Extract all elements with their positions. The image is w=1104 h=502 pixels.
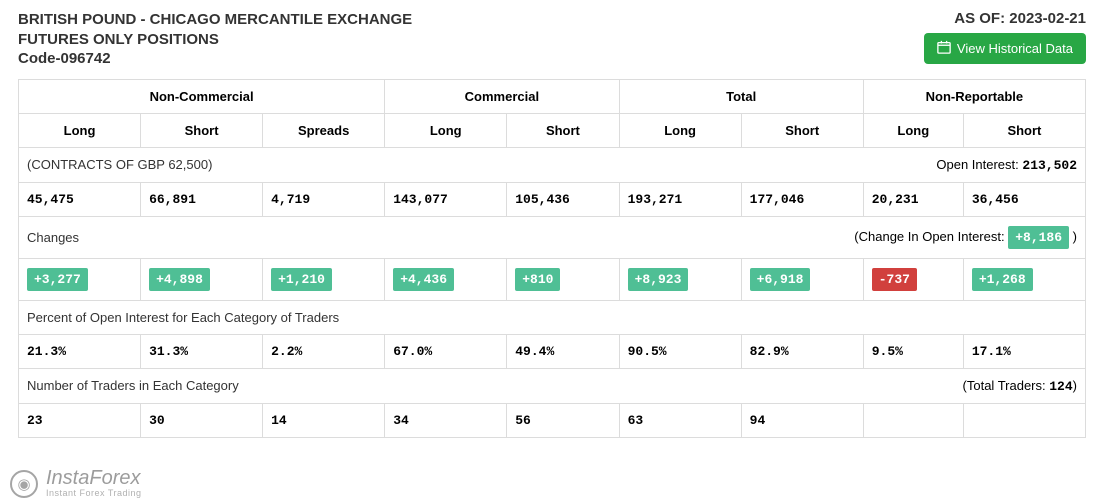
group-non-commercial: Non-Commercial	[19, 79, 385, 113]
abs-nr-short: 36,456	[963, 182, 1085, 216]
view-historical-button[interactable]: View Historical Data	[924, 33, 1086, 64]
pct-row: 21.3% 31.3% 2.2% 67.0% 49.4% 90.5% 82.9%…	[19, 334, 1086, 368]
col-c-long: Long	[385, 113, 507, 147]
abs-t-short: 177,046	[741, 182, 863, 216]
chg-c-long: +4,436	[393, 268, 454, 291]
open-interest: Open Interest: 213,502	[936, 157, 1077, 173]
trd-nr-short	[963, 403, 1085, 437]
title-line-1: BRITISH POUND - CHICAGO MERCANTILE EXCHA…	[18, 10, 412, 30]
group-total: Total	[619, 79, 863, 113]
abs-nr-long: 20,231	[863, 182, 963, 216]
globe-icon: ◉	[10, 470, 38, 498]
changes-label-row: Changes (Change In Open Interest: +8,186…	[19, 216, 1086, 258]
pct-label-row: Percent of Open Interest for Each Catego…	[19, 300, 1086, 334]
col-nc-long: Long	[19, 113, 141, 147]
change-oi-close: )	[1073, 229, 1077, 244]
watermark-tagline: Instant Forex Trading	[46, 488, 142, 498]
col-t-long: Long	[619, 113, 741, 147]
chg-nr-long: -737	[872, 268, 917, 291]
change-oi-value: +8,186	[1008, 226, 1069, 249]
trd-c-short: 56	[507, 403, 619, 437]
header: BRITISH POUND - CHICAGO MERCANTILE EXCHA…	[0, 0, 1104, 75]
open-interest-label: Open Interest:	[936, 157, 1018, 172]
col-nc-spreads: Spreads	[263, 113, 385, 147]
group-non-reportable: Non-Reportable	[863, 79, 1085, 113]
traders-label-row: Number of Traders in Each Category (Tota…	[19, 368, 1086, 403]
open-interest-value: 213,502	[1022, 158, 1077, 173]
trd-nr-long	[863, 403, 963, 437]
col-nr-short: Short	[963, 113, 1085, 147]
changes-row: +3,277 +4,898 +1,210 +4,436 +810 +8,923 …	[19, 258, 1086, 300]
trd-c-long: 34	[385, 403, 507, 437]
pct-nc-short: 31.3%	[141, 334, 263, 368]
as-of-label: AS OF:	[954, 10, 1005, 27]
chg-nc-long: +3,277	[27, 268, 88, 291]
trd-nc-long: 23	[19, 403, 141, 437]
group-commercial: Commercial	[385, 79, 619, 113]
positions-table: Non-Commercial Commercial Total Non-Repo…	[18, 79, 1086, 438]
chg-t-long: +8,923	[628, 268, 689, 291]
as-of: AS OF: 2023-02-21	[924, 10, 1086, 27]
code-label: Code-096742	[18, 49, 412, 69]
trd-nc-short: 30	[141, 403, 263, 437]
pct-nc-spreads: 2.2%	[263, 334, 385, 368]
pct-nr-long: 9.5%	[863, 334, 963, 368]
chg-nr-short: +1,268	[972, 268, 1033, 291]
pct-label: Percent of Open Interest for Each Catego…	[27, 310, 339, 325]
change-oi-label: (Change In Open Interest:	[854, 229, 1004, 244]
contracts-label: (CONTRACTS OF GBP 62,500)	[27, 157, 212, 172]
as-of-value: 2023-02-21	[1009, 10, 1086, 27]
watermark: ◉ InstaForex Instant Forex Trading	[10, 469, 142, 498]
trd-nc-spreads: 14	[263, 403, 385, 437]
abs-nc-spreads: 4,719	[263, 182, 385, 216]
change-oi: (Change In Open Interest: +8,186 )	[854, 226, 1077, 249]
pct-t-long: 90.5%	[619, 334, 741, 368]
calendar-icon	[937, 40, 951, 57]
sub-header-row: Long Short Spreads Long Short Long Short…	[19, 113, 1086, 147]
header-right: AS OF: 2023-02-21 View Historical Data	[924, 10, 1086, 69]
abs-nc-short: 66,891	[141, 182, 263, 216]
traders-label: Number of Traders in Each Category	[27, 378, 239, 393]
total-traders: (Total Traders: 124)	[963, 378, 1077, 394]
trd-t-short: 94	[741, 403, 863, 437]
traders-row: 23 30 14 34 56 63 94	[19, 403, 1086, 437]
total-traders-value: 124	[1049, 379, 1072, 394]
col-t-short: Short	[741, 113, 863, 147]
historical-btn-label: View Historical Data	[957, 41, 1073, 56]
changes-label: Changes	[27, 230, 79, 245]
trd-t-long: 63	[619, 403, 741, 437]
pct-c-long: 67.0%	[385, 334, 507, 368]
abs-c-long: 143,077	[385, 182, 507, 216]
total-traders-label: (Total Traders:	[963, 378, 1046, 393]
total-traders-close: )	[1073, 378, 1077, 393]
header-left: BRITISH POUND - CHICAGO MERCANTILE EXCHA…	[18, 10, 412, 69]
chg-nc-spreads: +1,210	[271, 268, 332, 291]
col-c-short: Short	[507, 113, 619, 147]
chg-nc-short: +4,898	[149, 268, 210, 291]
watermark-text-block: InstaForex Instant Forex Trading	[46, 469, 142, 498]
title-line-2: FUTURES ONLY POSITIONS	[18, 30, 412, 50]
pct-t-short: 82.9%	[741, 334, 863, 368]
group-header-row: Non-Commercial Commercial Total Non-Repo…	[19, 79, 1086, 113]
chg-t-short: +6,918	[750, 268, 811, 291]
abs-c-short: 105,436	[507, 182, 619, 216]
abs-row: 45,475 66,891 4,719 143,077 105,436 193,…	[19, 182, 1086, 216]
chg-c-short: +810	[515, 268, 560, 291]
col-nr-long: Long	[863, 113, 963, 147]
watermark-brand: InstaForex	[46, 469, 142, 488]
pct-nc-long: 21.3%	[19, 334, 141, 368]
abs-t-long: 193,271	[619, 182, 741, 216]
pct-nr-short: 17.1%	[963, 334, 1085, 368]
pct-c-short: 49.4%	[507, 334, 619, 368]
contracts-row: (CONTRACTS OF GBP 62,500) Open Interest:…	[19, 147, 1086, 182]
abs-nc-long: 45,475	[19, 182, 141, 216]
col-nc-short: Short	[141, 113, 263, 147]
